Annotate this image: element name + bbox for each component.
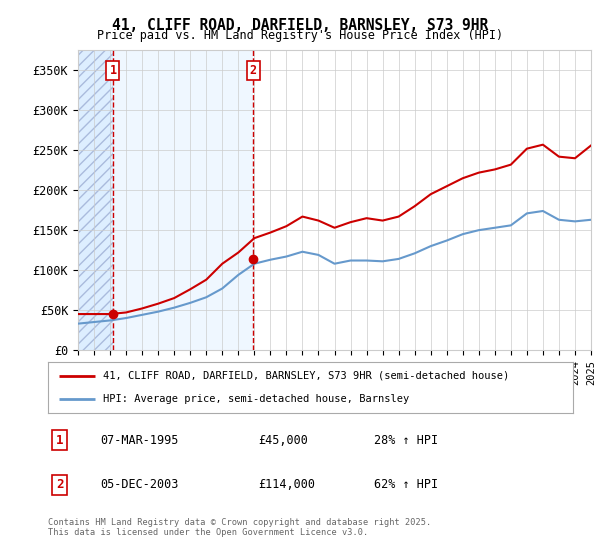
Text: 41, CLIFF ROAD, DARFIELD, BARNSLEY, S73 9HR (semi-detached house): 41, CLIFF ROAD, DARFIELD, BARNSLEY, S73 … [103, 371, 509, 381]
Text: 28% ↑ HPI: 28% ↑ HPI [373, 434, 437, 447]
Text: 2: 2 [250, 64, 257, 77]
Text: 62% ↑ HPI: 62% ↑ HPI [373, 478, 437, 491]
Text: 41, CLIFF ROAD, DARFIELD, BARNSLEY, S73 9HR: 41, CLIFF ROAD, DARFIELD, BARNSLEY, S73 … [112, 18, 488, 33]
Bar [78, 50, 113, 350]
Text: 2: 2 [56, 478, 64, 491]
Text: 05-DEC-2003: 05-DEC-2003 [101, 478, 179, 491]
Text: 1: 1 [56, 434, 64, 447]
Text: £45,000: £45,000 [258, 434, 308, 447]
Bar [113, 50, 253, 350]
Text: Contains HM Land Registry data © Crown copyright and database right 2025.
This d: Contains HM Land Registry data © Crown c… [48, 518, 431, 538]
Text: HPI: Average price, semi-detached house, Barnsley: HPI: Average price, semi-detached house,… [103, 394, 409, 404]
Text: Price paid vs. HM Land Registry's House Price Index (HPI): Price paid vs. HM Land Registry's House … [97, 29, 503, 42]
Text: 07-MAR-1995: 07-MAR-1995 [101, 434, 179, 447]
Text: 1: 1 [109, 64, 116, 77]
Text: £114,000: £114,000 [258, 478, 315, 491]
